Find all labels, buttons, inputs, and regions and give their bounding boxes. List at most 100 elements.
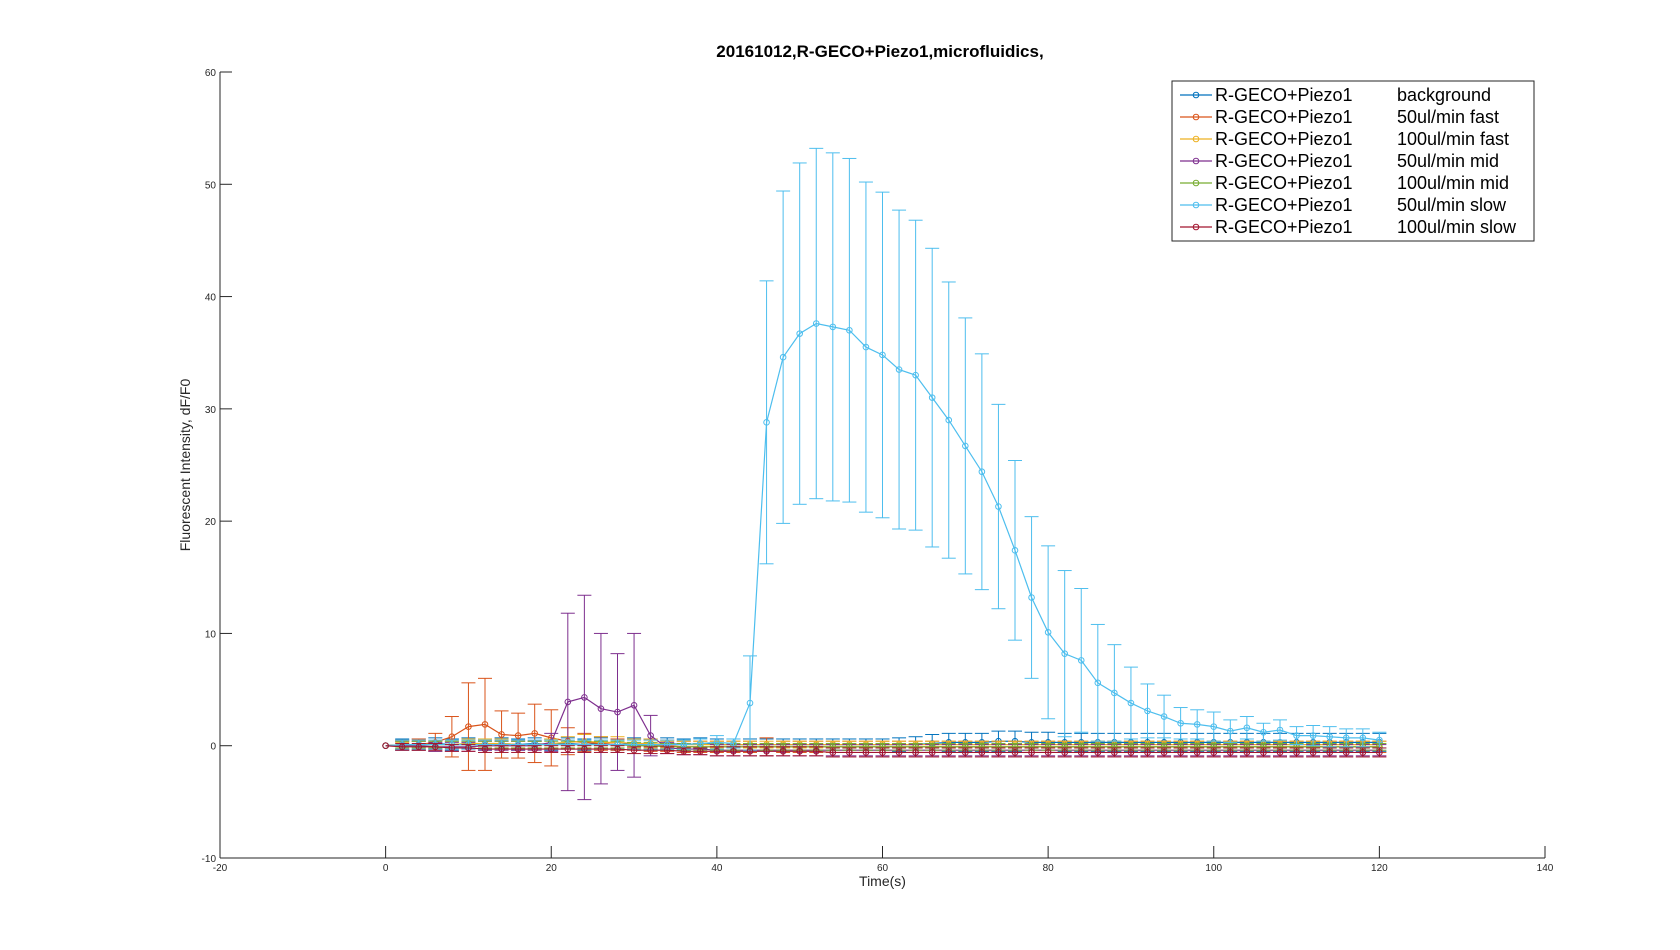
y-tick-label: 20 — [205, 517, 217, 528]
data-point — [1326, 749, 1333, 756]
data-point — [1077, 657, 1085, 664]
data-point — [1276, 749, 1284, 756]
y-tick-label: 30 — [205, 405, 217, 416]
legend-label-condition: 100ul/min mid — [1397, 173, 1509, 193]
data-point — [1326, 733, 1333, 741]
data-point — [1044, 629, 1052, 636]
data-point — [829, 323, 837, 331]
data-point — [1094, 679, 1102, 687]
data-point — [498, 731, 505, 738]
data-point — [1061, 749, 1068, 756]
legend-marker — [1192, 201, 1200, 209]
data-point — [862, 749, 870, 756]
data-point — [746, 748, 754, 755]
legend-label-group: R-GECO+Piezo1 — [1215, 217, 1353, 237]
legend-entries: R-GECO+Piezo1 background R-GECO+Piezo1 50ul… — [1180, 85, 1517, 237]
x-tick-label: 0 — [383, 863, 389, 874]
data-point — [962, 749, 969, 756]
data-point — [1342, 749, 1350, 756]
legend-marker — [1192, 157, 1200, 165]
x-tick-label: 40 — [711, 863, 723, 874]
data-point — [1011, 749, 1019, 756]
data-point — [514, 745, 522, 753]
data-point — [796, 330, 803, 337]
data-point — [581, 694, 588, 701]
data-point — [1127, 699, 1135, 707]
data-point — [1061, 650, 1068, 657]
data-point — [995, 749, 1002, 756]
legend-entry: R-GECO+Piezo1 50ul/min mid — [1180, 151, 1499, 171]
legend-label-condition: background — [1397, 85, 1491, 105]
data-point — [1011, 547, 1019, 554]
legend: R-GECO+Piezo1 background R-GECO+Piezo1 50ul… — [1171, 80, 1535, 242]
data-point — [1028, 594, 1035, 601]
y-tick-label: 0 — [210, 742, 216, 753]
data-point — [448, 733, 456, 741]
legend-marker — [1192, 223, 1200, 231]
data-point — [1309, 732, 1317, 739]
data-point — [945, 749, 953, 756]
series-7 — [382, 742, 1387, 758]
data-point — [978, 468, 986, 476]
legend-label-group: R-GECO+Piezo1 — [1215, 107, 1353, 127]
axes: -20 0 20 40 60 80 100 120 140 -10 0 10 20 30 40 50 60 — [202, 68, 1554, 874]
data-point — [465, 744, 472, 752]
data-point — [912, 749, 919, 756]
y-ticks: -10 0 10 20 30 40 50 60 — [202, 68, 232, 865]
data-point — [1044, 749, 1052, 756]
data-point — [779, 353, 787, 361]
data-point — [630, 701, 638, 709]
plot-series — [382, 147, 1387, 801]
data-point — [812, 320, 820, 327]
data-point — [531, 730, 538, 737]
data-point — [697, 740, 704, 747]
data-point — [995, 503, 1002, 510]
data-point — [846, 326, 853, 334]
data-point — [663, 746, 671, 754]
data-point — [1177, 719, 1184, 727]
data-point — [779, 748, 787, 755]
data-point — [1293, 732, 1300, 739]
data-point — [928, 394, 936, 401]
data-point — [531, 745, 538, 753]
legend-entry: R-GECO+Piezo1 100ul/min fast — [1180, 129, 1509, 149]
legend-marker — [1192, 91, 1200, 99]
y-tick-label: 60 — [205, 68, 217, 79]
data-point — [564, 745, 572, 753]
data-point — [432, 743, 439, 751]
legend-label-group: R-GECO+Piezo1 — [1215, 173, 1353, 193]
x-tick-label: 120 — [1371, 863, 1388, 874]
series-4 — [382, 594, 1387, 801]
x-tick-label: -20 — [213, 863, 228, 874]
data-point — [1077, 749, 1085, 756]
legend-label-group: R-GECO+Piezo1 — [1215, 195, 1353, 215]
legend-label-condition: 100ul/min slow — [1397, 217, 1517, 237]
x-ticks: -20 0 20 40 60 80 100 120 140 — [213, 846, 1554, 874]
data-point — [746, 699, 754, 707]
data-point — [647, 732, 654, 739]
legend-marker — [1192, 113, 1200, 121]
data-point — [697, 748, 704, 755]
data-point — [398, 743, 406, 751]
data-point — [614, 708, 621, 716]
data-point — [862, 343, 870, 351]
x-tick-label: 20 — [546, 863, 558, 874]
x-tick-label: 140 — [1537, 863, 1554, 874]
series-6 — [382, 147, 1387, 751]
data-point — [978, 749, 986, 756]
data-point — [1260, 749, 1267, 756]
data-point — [1160, 713, 1168, 720]
data-point — [382, 742, 389, 750]
data-point — [763, 748, 770, 755]
legend-entry: R-GECO+Piezo1 100ul/min mid — [1180, 173, 1509, 193]
data-point — [1260, 728, 1267, 736]
data-point — [415, 743, 423, 751]
data-point — [448, 744, 456, 752]
y-tick-label: 40 — [205, 293, 217, 304]
data-point — [713, 748, 721, 755]
data-point — [1376, 736, 1383, 744]
x-tick-label: 60 — [877, 863, 889, 874]
data-point — [928, 749, 936, 756]
data-point — [597, 705, 605, 712]
